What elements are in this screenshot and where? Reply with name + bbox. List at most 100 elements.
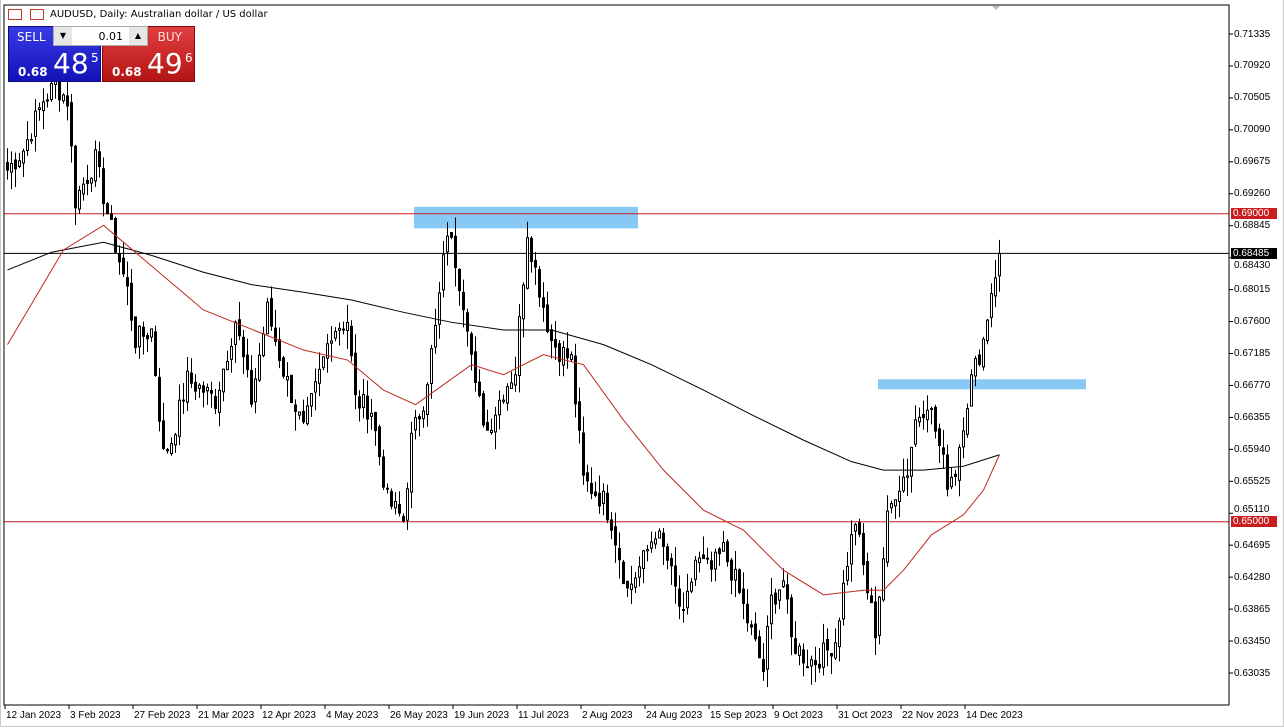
bull-candle [654, 538, 657, 545]
bull-candle [406, 488, 409, 521]
y-axis-label: 0.70920 [1234, 60, 1271, 71]
bear-candle [454, 235, 457, 269]
bear-candle [378, 426, 381, 457]
x-axis-label: 12 Jan 2023 [6, 710, 62, 721]
x-axis-label: 21 Mar 2023 [198, 710, 255, 721]
bull-candle [34, 110, 37, 137]
bear-candle [14, 159, 17, 170]
bull-candle [506, 386, 509, 404]
bear-candle [418, 416, 421, 420]
bull-candle [42, 101, 45, 112]
bull-candle [370, 412, 373, 417]
bull-candle [22, 150, 25, 164]
bull-candle [998, 252, 1001, 277]
bear-candle [102, 168, 105, 205]
y-axis-label: 0.69675 [1234, 156, 1271, 167]
bull-candle [982, 338, 985, 368]
bull-candle [646, 549, 649, 552]
bear-candle [674, 565, 677, 587]
bear-candle [870, 595, 873, 604]
bull-candle [890, 503, 893, 509]
bear-candle [458, 268, 461, 292]
support-resistance-zone [414, 206, 638, 229]
lot-size-input[interactable]: 0.01 [98, 30, 124, 43]
chart-shift-marker-icon[interactable] [992, 6, 1000, 10]
bear-candle [382, 456, 385, 488]
y-axis-label: 0.64695 [1234, 540, 1271, 551]
bear-candle [118, 253, 121, 263]
bear-candle [606, 492, 609, 521]
bull-candle [330, 340, 333, 344]
bear-candle [126, 277, 129, 287]
bull-candle [266, 301, 269, 335]
bull-candle [186, 370, 189, 403]
bear-candle [154, 331, 157, 377]
bull-candle [94, 149, 97, 182]
bull-candle [298, 411, 301, 416]
bull-candle [634, 577, 637, 588]
bear-candle [110, 213, 113, 220]
bear-candle [790, 597, 793, 638]
bull-candle [838, 620, 841, 648]
plot-area [4, 65, 1229, 688]
bear-candle [70, 102, 73, 147]
bull-candle [518, 316, 521, 377]
level-price-tag: 0.65000 [1231, 516, 1277, 527]
bear-candle [470, 333, 473, 355]
bear-candle [614, 526, 617, 546]
bear-candle [858, 522, 861, 535]
bear-candle [574, 355, 577, 405]
bull-candle [526, 237, 529, 289]
bull-candle [522, 284, 525, 320]
bear-candle [762, 659, 765, 673]
bull-candle [690, 581, 693, 592]
bear-candle [122, 257, 125, 275]
bear-candle [278, 339, 281, 361]
bull-candle [958, 447, 961, 481]
bear-candle [618, 548, 621, 561]
bear-candle [862, 532, 865, 566]
bear-candle [210, 389, 213, 394]
sell-price-prefix: 0.68 [18, 65, 48, 79]
bull-candle [650, 541, 653, 549]
bull-candle [510, 382, 513, 389]
bull-candle [306, 405, 309, 425]
sell-price-sup: 5 [91, 51, 99, 65]
bear-candle [270, 298, 273, 327]
bear-candle [486, 422, 489, 431]
x-axis-label: 27 Feb 2023 [134, 710, 191, 721]
support-resistance-zone [878, 379, 1086, 390]
bull-candle [50, 83, 53, 100]
increase-lot-button[interactable]: ▲ [129, 27, 147, 45]
x-axis-label: 12 Apr 2023 [262, 710, 316, 721]
bear-candle [566, 348, 569, 359]
bull-candle [78, 190, 81, 210]
bull-candle [602, 490, 605, 504]
bear-candle [758, 636, 761, 659]
y-axis-label: 0.65110 [1234, 504, 1270, 515]
y-axis-label: 0.63450 [1234, 636, 1271, 647]
sell-price-big: 48 [53, 47, 89, 80]
bear-candle [942, 447, 945, 455]
bull-candle [782, 580, 785, 588]
bear-candle [98, 151, 101, 168]
y-axis-label: 0.63865 [1234, 604, 1271, 615]
market-watch-icon[interactable] [8, 9, 22, 20]
bull-candle [422, 410, 425, 420]
buy-price-sup: 6 [185, 51, 193, 65]
lot-size-stepper[interactable]: ▼ 0.01 ▲ [53, 26, 148, 46]
bear-candle [622, 561, 625, 585]
y-axis-label: 0.67600 [1234, 316, 1271, 327]
y-axis-label: 0.68845 [1234, 220, 1271, 231]
current-price-tag: 0.68485 [1231, 248, 1277, 259]
bull-candle [926, 409, 929, 421]
decrease-lot-button[interactable]: ▼ [54, 27, 72, 45]
bear-candle [194, 381, 197, 392]
symbol-info-icon[interactable] [30, 9, 44, 20]
bear-candle [754, 623, 757, 640]
x-axis-label: 15 Sep 2023 [710, 710, 767, 721]
buy-price-prefix: 0.68 [112, 65, 142, 79]
bear-candle [142, 326, 145, 337]
level-price-tag: 0.69000 [1231, 208, 1277, 219]
